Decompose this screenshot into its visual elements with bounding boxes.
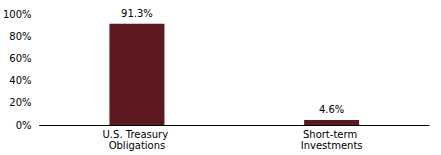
svg-text:U.S. Treasury: U.S. Treasury — [103, 129, 172, 140]
svg-text:20%: 20% — [9, 97, 31, 108]
svg-text:Obligations: Obligations — [109, 140, 166, 151]
svg-text:91.3%: 91.3% — [121, 8, 153, 19]
svg-text:60%: 60% — [9, 53, 31, 64]
svg-text:80%: 80% — [9, 31, 31, 42]
svg-text:0%: 0% — [16, 120, 32, 131]
svg-text:100%: 100% — [3, 9, 32, 20]
svg-text:Short-term: Short-term — [303, 129, 360, 140]
svg-text:Investments: Investments — [301, 140, 363, 151]
svg-text:40%: 40% — [9, 75, 31, 86]
svg-text:4.6%: 4.6% — [319, 104, 344, 115]
